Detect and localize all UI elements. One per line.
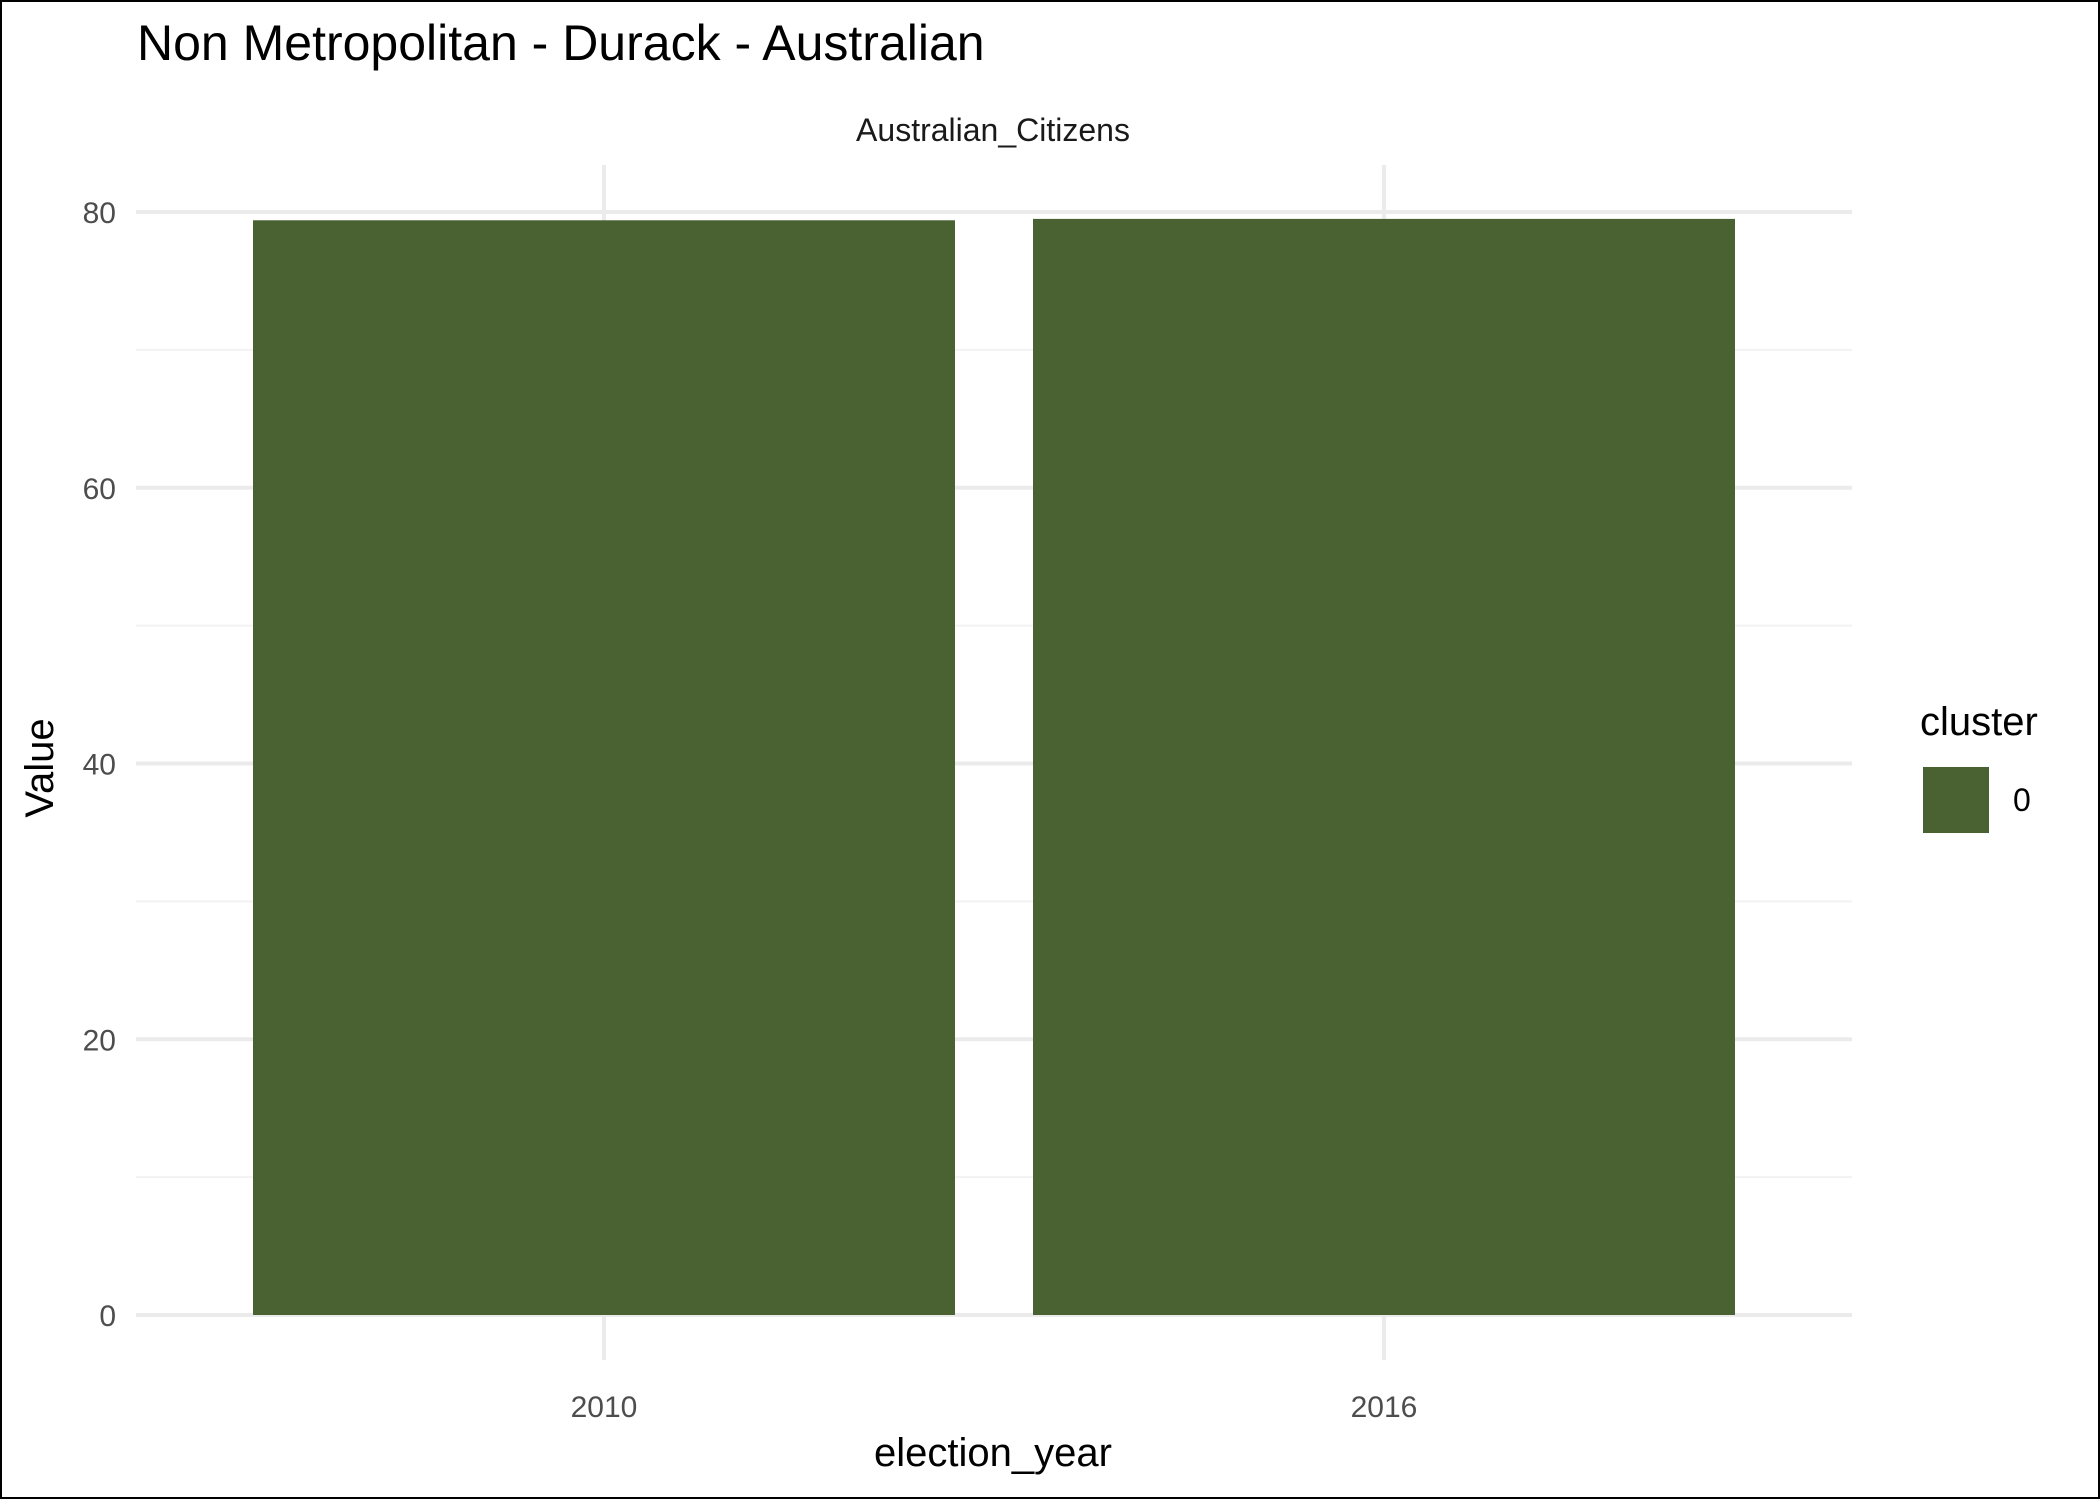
y-tick-label: 40	[83, 749, 116, 782]
y-axis-label: Value	[18, 718, 62, 817]
chart-title: Non Metropolitan - Durack - Australian	[137, 15, 985, 71]
y-tick-label: 60	[83, 473, 116, 506]
bar-2010	[253, 220, 955, 1316]
y-axis-ticks: 0 20 40 60 80	[83, 197, 116, 1333]
y-tick-label: 20	[83, 1024, 116, 1057]
x-axis-label: election_year	[874, 1431, 1112, 1475]
legend-key-swatch	[1923, 767, 1989, 833]
y-tick-label: 80	[83, 197, 116, 230]
bars	[253, 218, 1735, 1316]
x-tick-label: 2010	[571, 1391, 638, 1424]
facet-strip-label: Australian_Citizens	[856, 112, 1130, 148]
x-axis-ticks: 2010 2016	[571, 1391, 1418, 1424]
legend: cluster 0	[1920, 700, 2038, 833]
legend-title: cluster	[1920, 700, 2038, 744]
x-tick-label: 2016	[1351, 1391, 1418, 1424]
y-tick-label: 0	[99, 1300, 116, 1333]
bar-2016	[1033, 218, 1735, 1315]
legend-entry-label: 0	[2013, 782, 2031, 818]
